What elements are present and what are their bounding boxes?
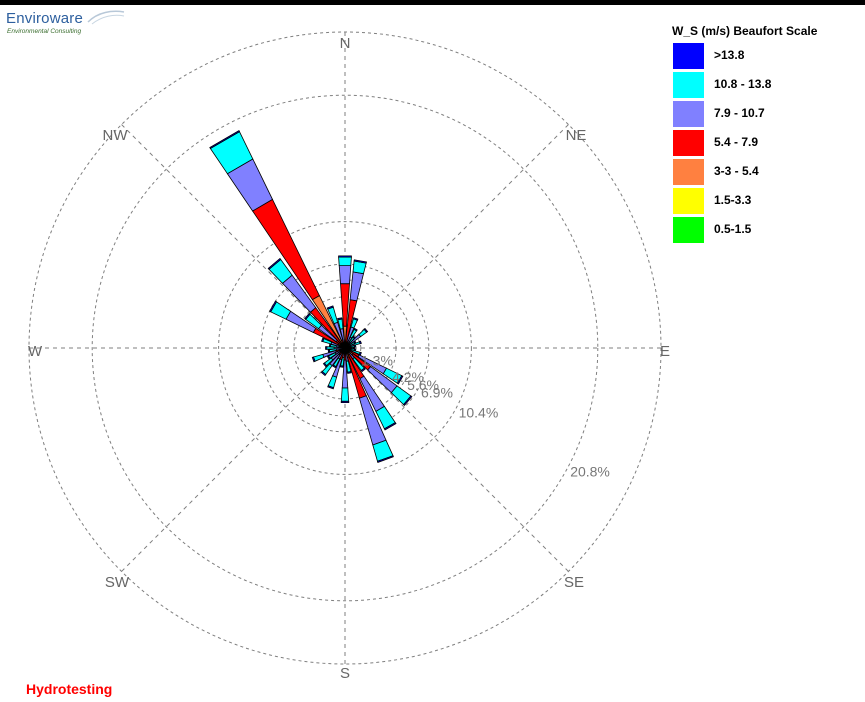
wind-petal-segment bbox=[337, 317, 343, 321]
direction-label-s: S bbox=[340, 665, 350, 682]
wind-petal-segment bbox=[322, 362, 328, 368]
wind-petal-segment bbox=[327, 349, 331, 353]
legend-swatch bbox=[673, 188, 704, 214]
legend-swatch bbox=[673, 159, 704, 185]
grid-ring bbox=[91, 94, 599, 602]
wind-petal-segment bbox=[328, 343, 332, 347]
ring-label: 20.8% bbox=[570, 464, 610, 480]
direction-label-n: N bbox=[340, 35, 351, 52]
wind-petal-segment bbox=[338, 265, 352, 285]
legend-item: 1.5-3.3 bbox=[672, 188, 862, 217]
legend-label: 7.9 - 10.7 bbox=[714, 106, 765, 120]
wind-petal-segment bbox=[339, 365, 344, 368]
legend-label: 5.4 - 7.9 bbox=[714, 135, 759, 149]
enviroware-logo: Enviroware Environmental Consulting bbox=[6, 10, 125, 44]
wind-petal-segment bbox=[347, 371, 352, 374]
wind-petal-segment bbox=[353, 348, 357, 352]
wind-petal-segment bbox=[338, 255, 352, 258]
wind-petal-segment bbox=[311, 356, 316, 363]
wind-petal-segment bbox=[352, 317, 359, 321]
ring-label: 1.3% bbox=[361, 352, 393, 368]
legend-label: 3-3 - 5.4 bbox=[714, 164, 759, 178]
wind-petal-segment bbox=[338, 256, 352, 266]
wind-petal-segment bbox=[349, 271, 364, 302]
legend-swatch bbox=[673, 217, 704, 243]
direction-label-sw: SW bbox=[105, 574, 130, 591]
legend-label: >13.8 bbox=[714, 48, 745, 62]
legend-swatch bbox=[673, 72, 704, 98]
legend-swatch bbox=[673, 43, 704, 69]
legend: W_S (m/s) Beaufort Scale >13.8 10.8 - 13.… bbox=[672, 24, 862, 246]
legend-items: >13.8 10.8 - 13.8 7.9 - 10.7 5.4 - 7.9 3-3 -… bbox=[672, 43, 862, 246]
wind-petal-segment bbox=[360, 367, 366, 373]
wind-petal-segment bbox=[340, 387, 350, 402]
top-border bbox=[0, 0, 865, 5]
wind-petal-segment bbox=[340, 400, 350, 403]
wind-petal-segment bbox=[327, 385, 335, 390]
wind-petal-segment bbox=[363, 328, 369, 333]
legend-item: 7.9 - 10.7 bbox=[672, 101, 862, 130]
wind-petal-segment bbox=[332, 364, 337, 369]
direction-label-se: SE bbox=[564, 574, 584, 591]
legend-label: 1.5-3.3 bbox=[714, 193, 752, 207]
wind-petal-segment bbox=[383, 422, 397, 431]
grid-ring bbox=[218, 221, 472, 475]
wind-petal-segment bbox=[358, 340, 362, 345]
wind-petal-segment bbox=[326, 355, 331, 360]
wind-petal-segment bbox=[396, 375, 404, 385]
wind-petal-segment bbox=[209, 130, 241, 150]
wind-petal-segment bbox=[320, 371, 327, 377]
grid-spoke bbox=[121, 347, 346, 572]
legend-swatch bbox=[673, 130, 704, 156]
wind-petal-segment bbox=[321, 337, 325, 343]
wind-petal-segment bbox=[358, 351, 362, 356]
ring-label: 4.2% bbox=[392, 369, 424, 385]
legend-item: 5.4 - 7.9 bbox=[672, 130, 862, 159]
chart-labels: N NE E SE S SW W NW 1.3%4.2%5.6%6.9% 10.4% 20.8% bbox=[28, 35, 670, 682]
ring-label: 5.6% bbox=[407, 377, 439, 393]
ring-label: 10.4% bbox=[459, 404, 499, 420]
wind-petal-segment bbox=[325, 346, 328, 350]
direction-label-nw: NW bbox=[103, 127, 129, 144]
wind-petal-segment bbox=[377, 455, 394, 464]
wind-petal-segment bbox=[304, 312, 311, 320]
legend-label: 10.8 - 13.8 bbox=[714, 77, 772, 91]
legend-item: 0.5-1.5 bbox=[672, 217, 862, 246]
logo-tagline: Environmental Consulting bbox=[7, 28, 82, 35]
footer-label: Hydrotesting bbox=[26, 681, 113, 697]
wind-petal-segment bbox=[269, 300, 278, 313]
legend-item: 10.8 - 13.8 bbox=[672, 72, 862, 101]
wind-petals bbox=[209, 130, 413, 464]
direction-label-e: E bbox=[660, 343, 670, 360]
legend-item: 3-3 - 5.4 bbox=[672, 159, 862, 188]
legend-item: >13.8 bbox=[672, 43, 862, 72]
direction-label-w: W bbox=[28, 343, 43, 360]
wind-petal-segment bbox=[353, 346, 356, 350]
logo-text: Enviroware bbox=[6, 10, 84, 27]
wind-petal-segment bbox=[267, 257, 282, 270]
legend-swatch bbox=[673, 101, 704, 127]
wind-petal-segment bbox=[353, 327, 358, 332]
grid-spoke bbox=[344, 124, 569, 349]
wind-petal-segment bbox=[403, 395, 413, 406]
legend-label: 0.5-1.5 bbox=[714, 222, 752, 236]
legend-title: W_S (m/s) Beaufort Scale bbox=[672, 24, 818, 38]
wind-petal-segment bbox=[352, 335, 356, 339]
ring-label: 6.9% bbox=[421, 384, 453, 400]
logo-swoosh-icon bbox=[87, 10, 125, 25]
wind-petal-segment bbox=[353, 259, 367, 264]
wind-petal-segment bbox=[326, 305, 334, 310]
polar-grid bbox=[28, 31, 662, 665]
wind-petal-segment bbox=[353, 344, 357, 348]
direction-label-ne: NE bbox=[566, 127, 587, 144]
